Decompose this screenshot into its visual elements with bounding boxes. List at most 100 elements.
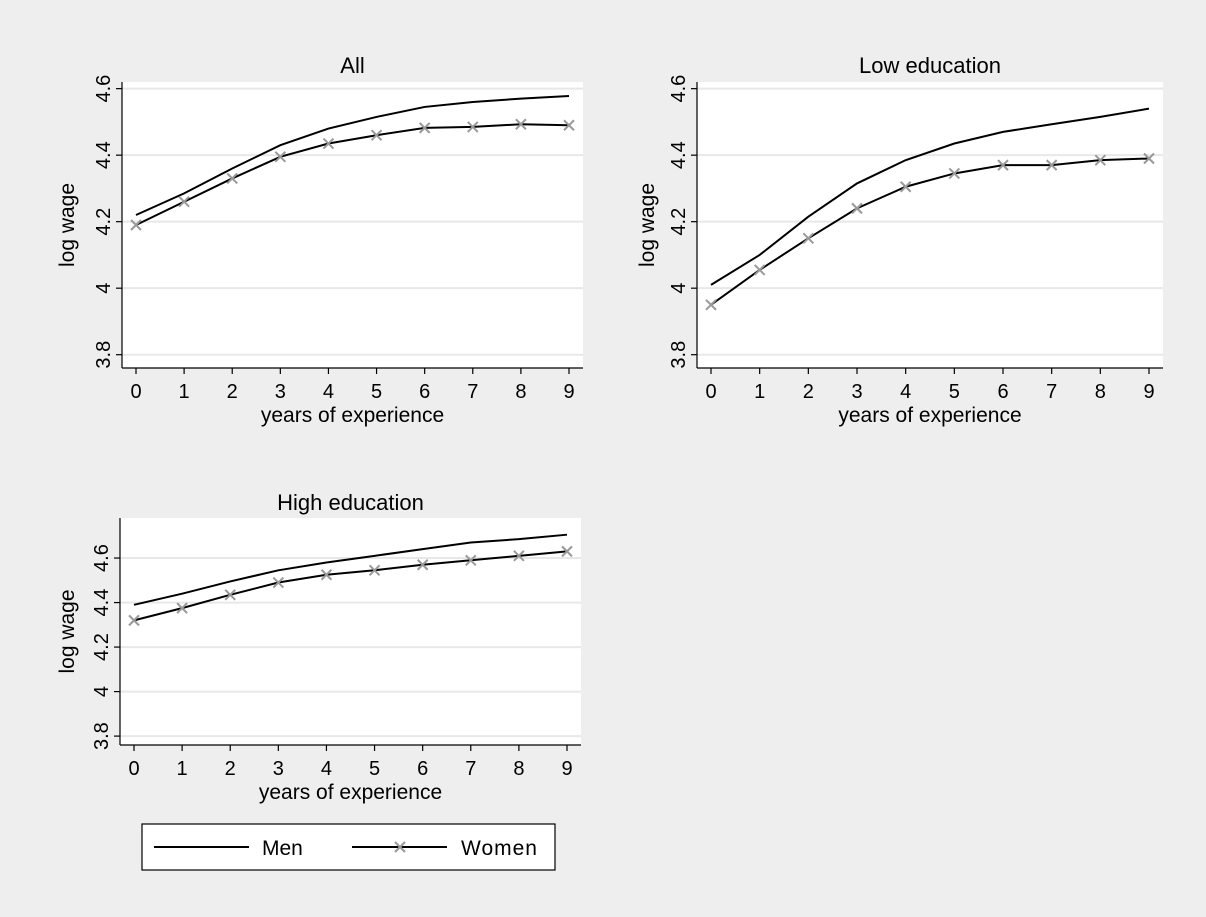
- data-point-women: [1143, 152, 1155, 165]
- data-point-women: [515, 118, 527, 130]
- legend-box: [141, 823, 556, 871]
- y-tick-label: 4.2: [668, 208, 690, 236]
- data-point-women: [899, 181, 912, 193]
- x-tick-label: 6: [997, 381, 1008, 403]
- y-tick-label: 4.2: [91, 633, 113, 661]
- y-tick-label: 4.4: [93, 141, 115, 169]
- x-tick-label: 7: [1046, 381, 1057, 403]
- data-point-women: [226, 172, 238, 185]
- x-tick-label: 8: [1095, 381, 1106, 403]
- panel-title: Low education: [859, 53, 1001, 78]
- series-line-men: [135, 94, 570, 216]
- x-tick-label: 2: [803, 381, 814, 403]
- x-tick-label: 9: [563, 381, 574, 403]
- x-tick-label: 4: [321, 758, 332, 780]
- panel-low-education: 3.8 4 4.2 4.4 4.6 0 1 2 3 4 5 6 7 8 9 Low education year…: [636, 53, 1163, 427]
- x-tick-label: 7: [465, 758, 476, 780]
- data-point-women: [320, 569, 333, 581]
- data-point-women: [416, 559, 429, 571]
- x-tick-label: 5: [369, 758, 380, 780]
- x-tick-label: 2: [227, 381, 238, 403]
- x-tick-label: 0: [705, 381, 716, 403]
- data-point-women: [368, 564, 381, 577]
- data-point-women: [418, 122, 431, 134]
- series-line-women: [710, 157, 1150, 306]
- panel-title: All: [340, 53, 364, 78]
- x-tick-label: 6: [419, 381, 430, 403]
- data-point-women: [467, 121, 479, 133]
- x-tick-label: 4: [323, 381, 334, 403]
- y-axis-label: log wage: [636, 183, 659, 267]
- x-axis-label: years of experience: [838, 404, 1021, 427]
- data-point-women: [130, 219, 142, 231]
- x-tick-label: 5: [371, 381, 382, 403]
- plot-area: [120, 518, 581, 745]
- panel-high-education: 3.8 4 4.2 4.4 4.6 0 1 2 3 4 5 6 7 8 9 High education yea…: [56, 490, 581, 804]
- data-point-women: [274, 151, 287, 163]
- data-point-women: [322, 137, 335, 150]
- y-tick-label: 4.6: [91, 544, 113, 572]
- y-tick-label: 4.2: [93, 208, 115, 236]
- x-tick-label: 3: [273, 758, 284, 780]
- y-tick-label: 3.8: [668, 341, 690, 369]
- x-tick-label: 2: [225, 758, 236, 780]
- x-tick-label: 8: [513, 758, 524, 780]
- y-tick-label: 3.8: [91, 722, 113, 750]
- plot-area: [697, 82, 1163, 368]
- series-line-men: [133, 533, 568, 606]
- data-point-women: [851, 202, 863, 215]
- x-tick-label: 9: [1143, 381, 1154, 403]
- data-point-women: [561, 545, 573, 558]
- x-tick-label: 1: [754, 381, 765, 403]
- data-point-women: [128, 614, 140, 627]
- data-point-women: [513, 550, 525, 562]
- x-tick-label: 8: [515, 381, 526, 403]
- y-axis-label: log wage: [56, 183, 79, 267]
- data-point-women: [753, 264, 766, 276]
- legend: Men Women: [141, 823, 556, 871]
- data-point-women: [224, 589, 236, 601]
- x-tick-label: 3: [275, 381, 286, 403]
- x-axis-label: years of experience: [259, 781, 442, 804]
- series-line-women: [133, 550, 568, 622]
- data-point-women: [176, 602, 188, 614]
- x-tick-label: 5: [949, 381, 960, 403]
- y-axis-label: log wage: [56, 589, 79, 673]
- legend-women-label: Women: [461, 837, 538, 860]
- y-tick-label: 3.8: [93, 341, 115, 369]
- data-point-women: [948, 167, 961, 180]
- legend-men-label: Men: [262, 837, 303, 860]
- x-tick-label: 9: [561, 758, 572, 780]
- x-tick-label: 0: [128, 758, 139, 780]
- x-tick-label: 4: [900, 381, 911, 403]
- legend-women-marker: [394, 841, 406, 853]
- x-axis-label: years of experience: [261, 404, 444, 427]
- data-point-women: [272, 576, 285, 589]
- x-tick-label: 1: [179, 381, 190, 403]
- y-tick-label: 4.6: [93, 75, 115, 103]
- x-tick-label: 1: [177, 758, 188, 780]
- data-point-women: [465, 554, 477, 566]
- y-tick-label: 4: [668, 283, 690, 294]
- data-point-women: [178, 196, 190, 208]
- y-tick-label: 4: [93, 283, 115, 294]
- data-point-women: [370, 129, 383, 141]
- x-tick-label: 0: [130, 381, 141, 403]
- x-tick-label: 6: [417, 758, 428, 780]
- series-line-women: [135, 123, 570, 226]
- panel-all: 3.8 4 4.2 4.4 4.6 0 1 2 3 4 5 6 7 8 9 All years of exper…: [56, 53, 583, 427]
- y-tick-label: 4.6: [668, 75, 690, 103]
- panel-title: High education: [277, 490, 424, 515]
- y-tick-label: 4.4: [668, 141, 690, 169]
- x-tick-label: 7: [467, 381, 478, 403]
- plot-area: [122, 82, 583, 368]
- data-point-women: [997, 159, 1009, 171]
- data-point-women: [1094, 154, 1107, 166]
- y-tick-label: 4: [91, 686, 113, 697]
- data-point-women: [705, 299, 717, 311]
- x-tick-label: 3: [851, 381, 862, 403]
- y-tick-label: 4.4: [91, 589, 113, 617]
- series-line-men: [710, 107, 1150, 286]
- data-point-women: [563, 119, 575, 131]
